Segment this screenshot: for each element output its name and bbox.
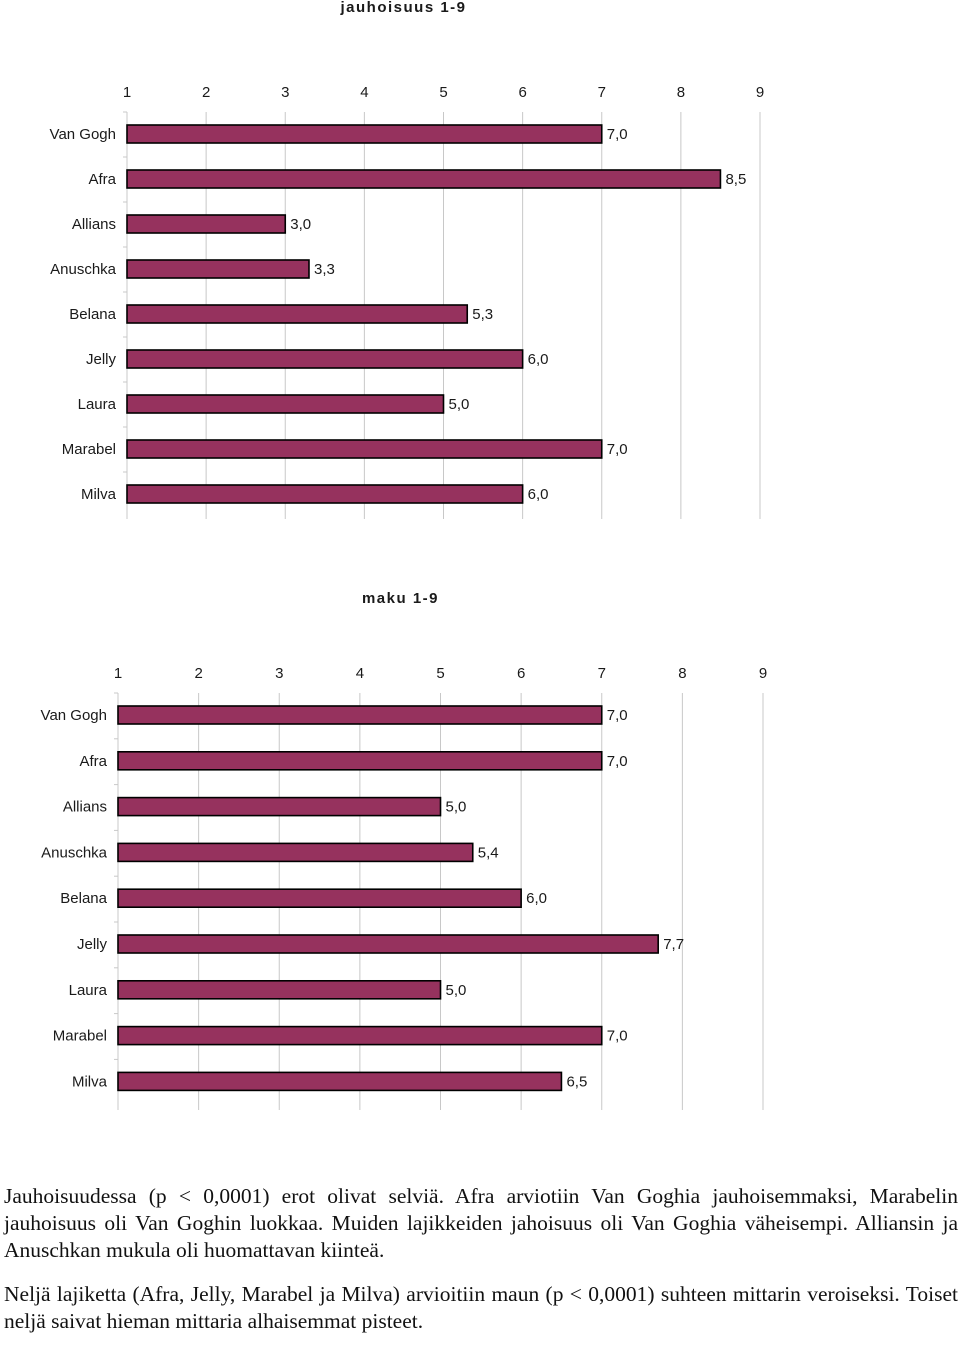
bar <box>126 169 722 189</box>
category-label: Afra <box>88 171 116 188</box>
category-label: Jelly <box>86 351 117 368</box>
x-tick-label: 9 <box>759 665 767 682</box>
bar <box>126 304 469 324</box>
x-tick-label: 5 <box>436 665 444 682</box>
data-label: 6,0 <box>528 351 549 368</box>
x-tick-label: 8 <box>677 84 685 101</box>
chart-maku: maku 1-9 1 2 3 4 5 6 7 8 9 Van Gogh 7,0 Afra 7,0 Allia… <box>41 590 767 1110</box>
category-label: Anuschka <box>41 844 108 861</box>
data-label: 5,4 <box>478 844 499 861</box>
chart-title: maku 1-9 <box>362 590 439 607</box>
category-label: Van Gogh <box>50 126 116 143</box>
x-tick-label: 3 <box>281 84 289 101</box>
category-label: Anuschka <box>50 261 117 278</box>
data-label: 3,3 <box>314 261 335 278</box>
bar <box>117 888 522 909</box>
category-label: Marabel <box>53 1028 107 1045</box>
data-label: 7,0 <box>607 753 628 770</box>
x-tick-label: 2 <box>194 665 202 682</box>
category-label: Laura <box>69 982 108 999</box>
chart-jauhoisuus: jauhoisuus 1-9 1 2 3 4 5 6 7 8 9 Van Gogh 7,0 Afra 8,… <box>50 0 764 519</box>
data-label: 5,3 <box>472 306 493 323</box>
x-tick-label: 3 <box>275 665 283 682</box>
x-tick-label: 4 <box>356 665 364 682</box>
data-label: 3,0 <box>290 216 311 233</box>
category-label: Belana <box>69 306 116 323</box>
x-tick-label: 5 <box>439 84 447 101</box>
x-tick-label: 6 <box>518 84 526 101</box>
bar <box>117 796 442 817</box>
x-tick-label: 8 <box>678 665 686 682</box>
category-label: Laura <box>78 396 117 413</box>
bar <box>117 1071 563 1092</box>
x-tick-label: 6 <box>517 665 525 682</box>
data-label: 6,0 <box>526 890 547 907</box>
category-label: Allians <box>72 216 116 233</box>
bar <box>126 439 603 459</box>
bar <box>126 394 445 414</box>
category-label: Jelly <box>77 936 108 953</box>
category-label: Marabel <box>62 441 116 458</box>
bar <box>126 349 524 369</box>
data-label: 7,0 <box>607 1028 628 1045</box>
x-tick-label: 2 <box>202 84 210 101</box>
bar <box>126 214 287 234</box>
paragraph-jauhoisuus: Jauhoisuudessa (p < 0,0001) erot olivat … <box>4 1184 958 1262</box>
bar <box>126 484 524 504</box>
bar <box>126 124 603 144</box>
bar <box>117 705 603 725</box>
x-tick-label: 7 <box>598 84 606 101</box>
data-label: 6,5 <box>566 1073 587 1090</box>
x-tick-label: 7 <box>598 665 606 682</box>
bar <box>117 934 659 954</box>
bar <box>117 979 442 1000</box>
data-label: 7,0 <box>607 707 628 724</box>
x-tick-label: 4 <box>360 84 368 101</box>
bar <box>117 751 603 771</box>
data-label: 8,5 <box>725 171 746 188</box>
x-tick-label: 1 <box>123 84 131 101</box>
category-label: Afra <box>79 753 107 770</box>
data-label: 5,0 <box>446 982 467 999</box>
category-label: Belana <box>60 890 107 907</box>
data-label: 6,0 <box>528 486 549 503</box>
data-label: 7,7 <box>663 936 684 953</box>
data-label: 5,0 <box>449 396 470 413</box>
bar <box>117 842 474 863</box>
x-tick-label: 9 <box>756 84 764 101</box>
bar <box>117 1025 603 1046</box>
category-label: Milva <box>81 486 117 503</box>
bar <box>126 259 310 279</box>
x-tick-label: 1 <box>114 665 122 682</box>
paragraph-maku: Neljä lajiketta (Afra, Jelly, Marabel ja… <box>4 1282 958 1333</box>
body-text: Jauhoisuudessa (p < 0,0001) erot olivat … <box>4 1183 958 1352</box>
category-label: Milva <box>72 1073 108 1090</box>
category-label: Van Gogh <box>41 707 107 724</box>
category-label: Allians <box>63 799 107 816</box>
chart-title: jauhoisuus 1-9 <box>339 0 466 16</box>
data-label: 7,0 <box>607 441 628 458</box>
data-label: 5,0 <box>446 799 467 816</box>
data-label: 7,0 <box>607 126 628 143</box>
